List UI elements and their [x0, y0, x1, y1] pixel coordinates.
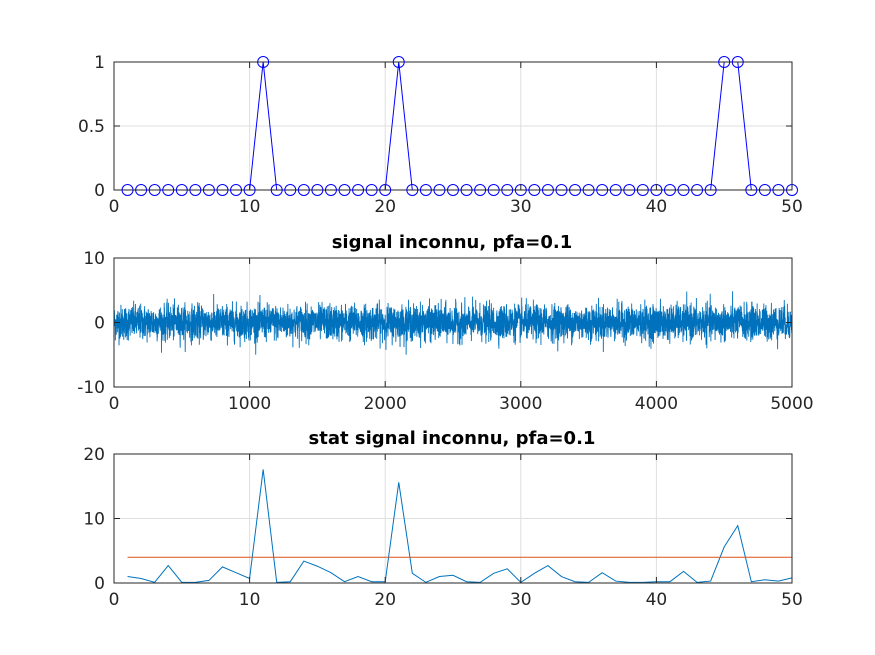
stem-chart-marker — [270, 184, 283, 196]
stem-chart-marker — [460, 184, 473, 196]
stem-chart-marker — [433, 184, 446, 196]
stem-chart-axes: 0 10 20 30 40 50 0 0.5 1 — [78, 53, 803, 217]
stem-chart-marker — [230, 184, 243, 196]
stem-chart-marker — [121, 184, 134, 196]
stem-chart-marker — [189, 184, 202, 196]
stat-chart-series-line-0 — [127, 469, 792, 583]
stem-chart-marker — [609, 184, 622, 196]
signal-chart-x-tick-label: 4000 — [635, 394, 678, 414]
signal-chart-x-tick-label: 5000 — [770, 394, 813, 414]
stat-chart-y-tick-label: 10 — [83, 510, 105, 530]
stem-chart-marker — [284, 184, 297, 196]
stem-chart-marker — [175, 184, 188, 196]
stat-chart-x-tick-label: 0 — [109, 590, 120, 610]
signal-chart-y-tick-label: -10 — [77, 378, 105, 398]
stem-chart-marker — [365, 184, 378, 196]
stem-chart-x-tick-label: 0 — [109, 197, 120, 217]
stem-chart-marker — [745, 184, 758, 196]
stem-chart-marker — [555, 184, 568, 196]
stem-chart-marker — [528, 184, 541, 196]
stem-chart-marker — [148, 184, 161, 196]
signal-chart-x-tick-label: 1000 — [228, 394, 271, 414]
stem-chart-marker — [311, 184, 324, 196]
stem-chart-marker — [691, 184, 704, 196]
stem-chart-marker — [758, 184, 771, 196]
stem-chart-marker — [352, 184, 365, 196]
stem-chart-y-tick-label: 1 — [94, 53, 105, 73]
stem-chart-marker — [474, 184, 487, 196]
stem-chart-marker — [569, 184, 582, 196]
stem-chart-marker — [257, 56, 270, 68]
stem-chart-x-tick-label: 50 — [781, 197, 803, 217]
signal-chart-series-group — [114, 291, 792, 355]
stem-chart-marker — [636, 184, 649, 196]
stem-chart-marker — [487, 184, 500, 196]
stem-chart-marker — [623, 184, 636, 196]
stem-chart-marker — [162, 184, 175, 196]
stem-chart-marker — [392, 56, 405, 68]
stem-chart-marker — [677, 184, 690, 196]
stat-chart-series-group — [127, 469, 792, 583]
stem-chart-y-tick-label: 0 — [94, 181, 105, 201]
stem-chart-marker — [663, 184, 676, 196]
stem-chart-marker — [135, 184, 148, 196]
stem-chart-x-tick-label: 40 — [646, 197, 668, 217]
stem-chart-marker — [447, 184, 459, 196]
stem-chart-marker — [297, 184, 310, 196]
stem-chart-marker — [704, 184, 717, 196]
signal-chart-y-tick-label: 0 — [94, 314, 105, 334]
stem-chart-marker — [324, 184, 337, 196]
stat-chart-axes: stat signal inconnu, pfa=0.1 0 10 20 30 40 50… — [83, 428, 802, 610]
stem-chart-marker — [541, 184, 554, 196]
stat-chart-y-tick-label: 0 — [94, 574, 105, 594]
signal-chart-title: signal inconnu, pfa=0.1 — [332, 232, 573, 253]
stem-chart-marker — [596, 184, 609, 196]
stem-chart-x-tick-label: 20 — [374, 197, 396, 217]
stat-chart-x-tick-label: 50 — [781, 590, 803, 610]
signal-chart-x-tick-label: 2000 — [364, 394, 407, 414]
stem-chart-marker — [731, 56, 744, 68]
signal-chart-axes: signal inconnu, pfa=0.1 0 1000 2000 3000 400… — [77, 232, 813, 414]
stem-chart-marker — [772, 184, 785, 196]
signal-chart-y-tick-label: 10 — [83, 249, 105, 269]
stem-chart-marker — [419, 184, 432, 196]
stem-chart-y-tick-label: 0.5 — [78, 117, 105, 137]
stem-chart-x-tick-label: 10 — [239, 197, 261, 217]
stem-chart-marker — [718, 56, 731, 68]
stem-chart-marker — [338, 184, 351, 196]
stem-chart-marker — [216, 184, 229, 196]
stat-chart-x-tick-label: 40 — [646, 590, 668, 610]
stem-chart-x-tick-label: 30 — [510, 197, 532, 217]
signal-chart-x-tick-label: 0 — [109, 394, 120, 414]
stat-chart-x-tick-label: 30 — [510, 590, 532, 610]
stem-chart-marker — [202, 184, 215, 196]
stem-chart-marker — [582, 184, 595, 196]
stat-chart-title: stat signal inconnu, pfa=0.1 — [309, 428, 596, 449]
stat-chart-y-tick-label: 20 — [83, 445, 105, 465]
stem-chart-marker — [406, 184, 419, 196]
stat-chart-x-tick-label: 20 — [374, 590, 396, 610]
stem-chart-marker — [501, 184, 514, 196]
signal-chart-x-tick-label: 3000 — [499, 394, 542, 414]
signal-chart-noise-line — [114, 291, 792, 355]
stat-chart-x-tick-label: 10 — [239, 590, 261, 610]
